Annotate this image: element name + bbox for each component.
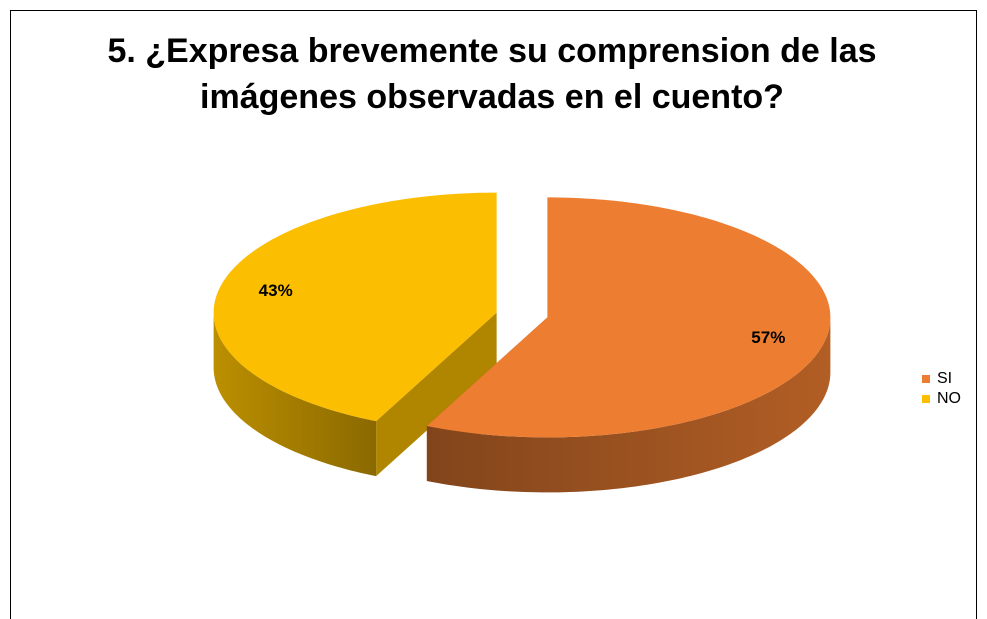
legend-swatch (922, 395, 930, 403)
slice-wall (426, 317, 831, 493)
slice (213, 192, 497, 422)
slice-side (376, 312, 497, 477)
slice-wall (213, 312, 377, 477)
chart-title: 5. ¿Expresa brevemente su comprension de… (107, 32, 877, 116)
data-label: 57% (751, 328, 785, 347)
chart-frame (10, 10, 977, 619)
slice (426, 197, 831, 438)
legend-swatch (922, 375, 930, 383)
data-label: 43% (259, 281, 293, 300)
legend-label: SI (937, 370, 952, 387)
legend-label: NO (937, 390, 961, 407)
